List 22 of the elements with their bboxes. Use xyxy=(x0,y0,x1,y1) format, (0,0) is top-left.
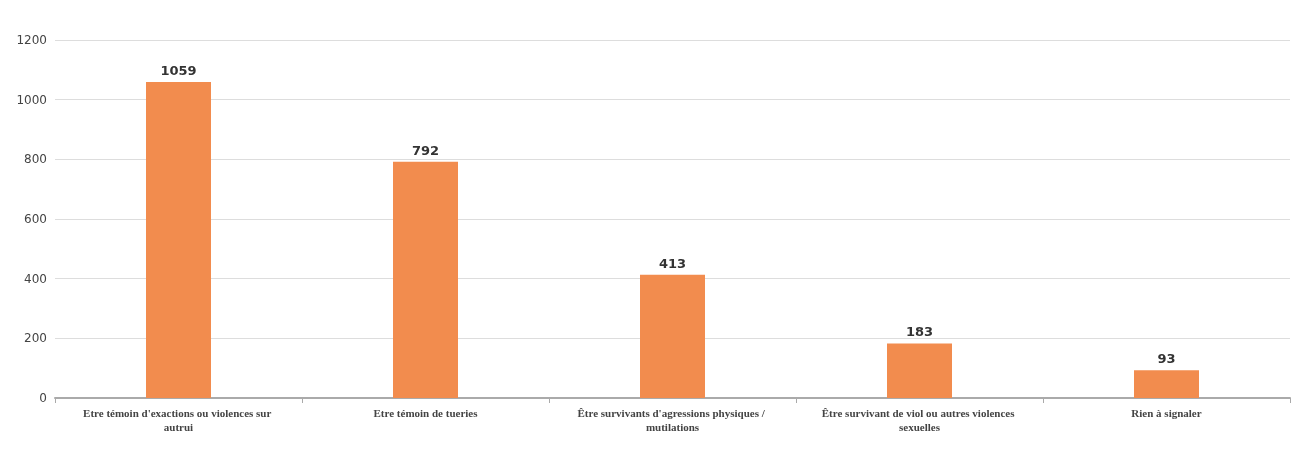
data-label: 792 xyxy=(411,142,440,158)
x-tick-label: Être survivants d'agressions physiques / mutilations xyxy=(577,407,768,433)
bar xyxy=(1134,370,1199,398)
bar xyxy=(887,343,952,398)
data-label: 183 xyxy=(905,324,934,340)
x-tick-label: Etre témoin d'exactions ou violences sur autrui xyxy=(83,407,274,433)
data-label: 413 xyxy=(658,255,687,271)
x-tick-label: Rien à signaler xyxy=(1131,407,1202,419)
y-tick-label: 200 xyxy=(24,331,47,346)
bar xyxy=(393,161,458,398)
y-tick-label: 600 xyxy=(24,212,47,226)
data-label: 1059 xyxy=(160,63,197,79)
y-tick-label: 400 xyxy=(24,271,47,286)
data-label: 93 xyxy=(1157,351,1176,367)
x-tick-label: Être survivant de viol ou autres violences sexuelles xyxy=(821,407,1018,433)
y-tick-label: 0 xyxy=(39,391,47,405)
y-tick-label: 800 xyxy=(24,152,47,167)
y-tick-label: 1000 xyxy=(16,92,47,107)
x-tick-label: Etre témoin de tueries xyxy=(373,407,479,419)
bar xyxy=(640,274,705,398)
bar xyxy=(146,82,211,398)
y-tick-label: 1200 xyxy=(16,33,47,47)
